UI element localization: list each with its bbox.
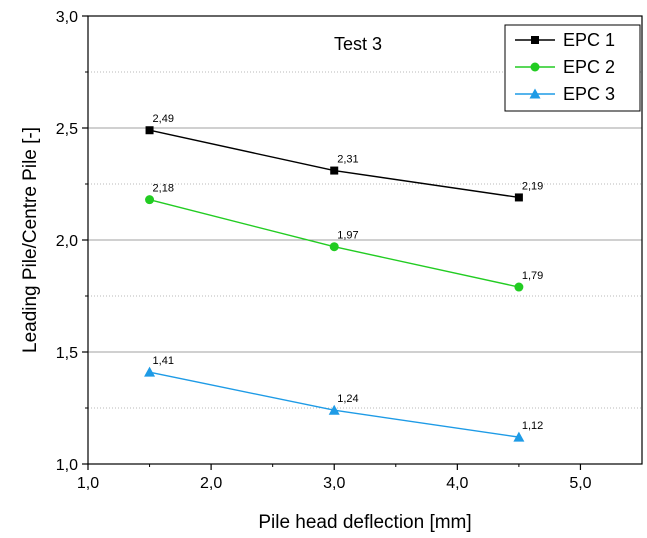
legend-marker-epc-1 bbox=[531, 36, 539, 44]
ticks: 1,0 2,0 3,0 4,0 5,0 1,0 1,5 2,0 2,5 3,0 bbox=[56, 9, 592, 492]
series-epc-2 bbox=[145, 195, 524, 292]
data-point-epc-2 bbox=[514, 282, 524, 292]
y-axis-title: Leading Pile/Centre Pile [-] bbox=[20, 127, 41, 353]
data-point-epc-3 bbox=[328, 404, 340, 415]
data-label-epc-2: 2,18 bbox=[153, 183, 174, 195]
series-line-epc-1 bbox=[149, 129, 519, 199]
y-tick-label: 1,5 bbox=[56, 345, 78, 362]
x-tick-label: 1,0 bbox=[77, 475, 99, 492]
series-layer bbox=[144, 126, 525, 442]
data-point-epc-2 bbox=[329, 242, 339, 252]
x-tick-label: 4,0 bbox=[446, 475, 468, 492]
data-label-epc-3: 1,41 bbox=[153, 355, 174, 367]
data-label-epc-1: 2,49 bbox=[153, 113, 174, 125]
data-point-epc-3 bbox=[144, 366, 156, 377]
data-label-epc-2: 1,97 bbox=[337, 230, 358, 242]
x-tick-label: 2,0 bbox=[200, 475, 222, 492]
data-label-epc-3: 1,24 bbox=[337, 393, 358, 405]
y-tick-label: 2,0 bbox=[56, 233, 78, 250]
y-tick-label: 1,0 bbox=[56, 457, 78, 474]
series-epc-3 bbox=[144, 366, 525, 442]
series-line-epc-3 bbox=[149, 371, 519, 438]
legend-label-epc-1: EPC 1 bbox=[563, 30, 615, 50]
data-point-epc-3 bbox=[513, 431, 525, 442]
data-label-epc-2: 1,79 bbox=[522, 270, 543, 282]
x-axis-title: Pile head deflection [mm] bbox=[258, 512, 471, 533]
y-tick-label: 3,0 bbox=[56, 9, 78, 26]
data-point-epc-1 bbox=[145, 126, 154, 135]
y-tick-label: 2,5 bbox=[56, 121, 78, 138]
data-point-epc-2 bbox=[145, 195, 155, 205]
legend: EPC 1 EPC 2 EPC 3 bbox=[504, 24, 641, 112]
x-tick-label: 3,0 bbox=[323, 475, 345, 492]
grid bbox=[88, 71, 642, 409]
data-label-epc-1: 2,31 bbox=[337, 154, 358, 166]
series-epc-1 bbox=[145, 126, 523, 202]
legend-marker-epc-2 bbox=[530, 62, 540, 72]
data-point-epc-1 bbox=[514, 193, 523, 202]
chart-annotation: Test 3 bbox=[334, 34, 382, 54]
legend-label-epc-3: EPC 3 bbox=[563, 84, 615, 104]
data-label-epc-1: 2,19 bbox=[522, 180, 543, 192]
data-labels: 2,49 2,31 2,19 2,18 1,97 1,79 1,41 1,24 1,12 bbox=[153, 113, 544, 432]
data-point-epc-1 bbox=[330, 166, 339, 175]
legend-label-epc-2: EPC 2 bbox=[563, 57, 615, 77]
legend-marker-epc-3 bbox=[529, 88, 541, 99]
x-tick-label: 5,0 bbox=[569, 475, 591, 492]
data-label-epc-3: 1,12 bbox=[522, 420, 543, 432]
